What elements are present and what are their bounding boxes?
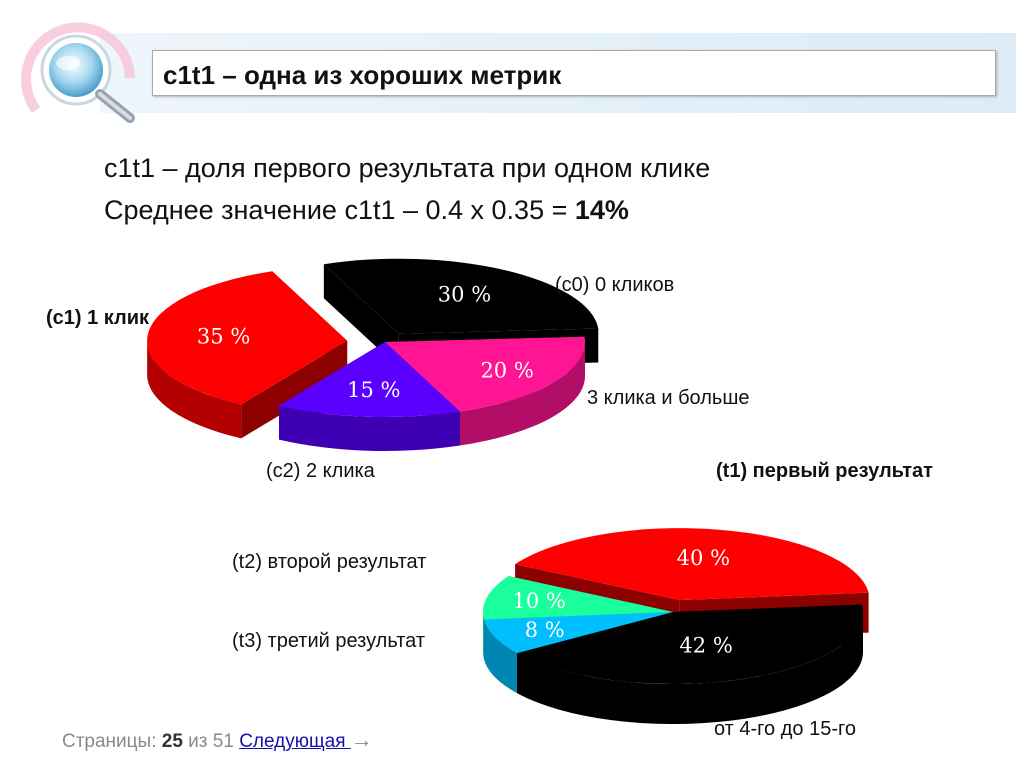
label-t3: (t3) третий результат [232, 630, 425, 652]
label-c0: (c0) 0 кликов [555, 274, 675, 296]
pie2-slice1-top [515, 528, 869, 601]
pie-chart-2: 40 % 42 % 8 % 10 % [483, 528, 869, 724]
label-c1: (c1) 1 клик [46, 307, 150, 329]
label-c2: (c2) 2 клика [266, 460, 375, 482]
next-page-link[interactable]: Следующая [239, 731, 351, 752]
slide-title: c1t1 – одна из хороших метрик [163, 60, 562, 90]
pie1-slice2-side-0 [323, 264, 399, 368]
pie2-slice3-wall-0 [484, 619, 517, 694]
pie2-slice4-value-label: 10 % [513, 589, 566, 613]
pie1-slice4-wall-0 [279, 405, 460, 451]
label-t4-15: от 4-го до 15-го [714, 718, 856, 740]
pager-total: из 51 [182, 731, 240, 752]
magnifier-globe-logo [21, 22, 135, 123]
pie1-slice1-value-label: 35 % [197, 325, 250, 349]
pie1-slice1-top [147, 271, 348, 405]
pie2-slice2-value-label: 42 % [679, 634, 732, 658]
pie-chart-1: 35 % 30 % 20 % 15 % [147, 258, 599, 451]
pie2-slice4-top [483, 576, 673, 620]
pie2-slice1-value-label: 40 % [677, 546, 730, 570]
pager: Страницы: 25 из 51 Следующая → [62, 727, 373, 753]
pager-prefix: Страницы: [62, 731, 162, 752]
definition-line: c1t1 – доля первого результата при одном… [104, 153, 711, 183]
label-t2: (t2) второй результат [232, 551, 427, 573]
pie2-slice2-top [516, 604, 863, 685]
pie1-slice4-value-label: 15 % [347, 378, 400, 402]
average-result: 14% [574, 195, 629, 225]
pie1-slice1-side-0 [241, 340, 348, 439]
pie2-slice3-top [484, 612, 673, 654]
pie1-slice1-wall-0 [147, 340, 242, 439]
title-box: c1t1 – одна из хороших метрик [152, 50, 996, 96]
pie2-slice2-wall-0 [516, 612, 863, 724]
average-line: Среднее значение c1t1 – 0.4 x 0.35 = 14% [104, 195, 629, 226]
pager-current: 25 [161, 731, 183, 752]
pie1-slice2-value-label: 30 % [438, 282, 491, 306]
label-c3plus: 3 клика и больше [587, 387, 750, 409]
label-t1: (t1) первый результат [716, 460, 933, 482]
pie1-slice3-wall-0 [459, 342, 585, 446]
average-formula: Среднее значение c1t1 – 0.4 x 0.35 = [104, 195, 575, 225]
arrow-right-icon: → [350, 727, 373, 752]
pie1-slice3-top [385, 336, 585, 412]
pie1-slice2-top [323, 258, 599, 334]
pie1-slice4-top [279, 342, 460, 418]
pie2-slice4-wall-0 [483, 612, 485, 660]
pie2-slice3-value-label: 8 % [525, 618, 565, 642]
pie1-slice3-value-label: 20 % [480, 359, 533, 383]
